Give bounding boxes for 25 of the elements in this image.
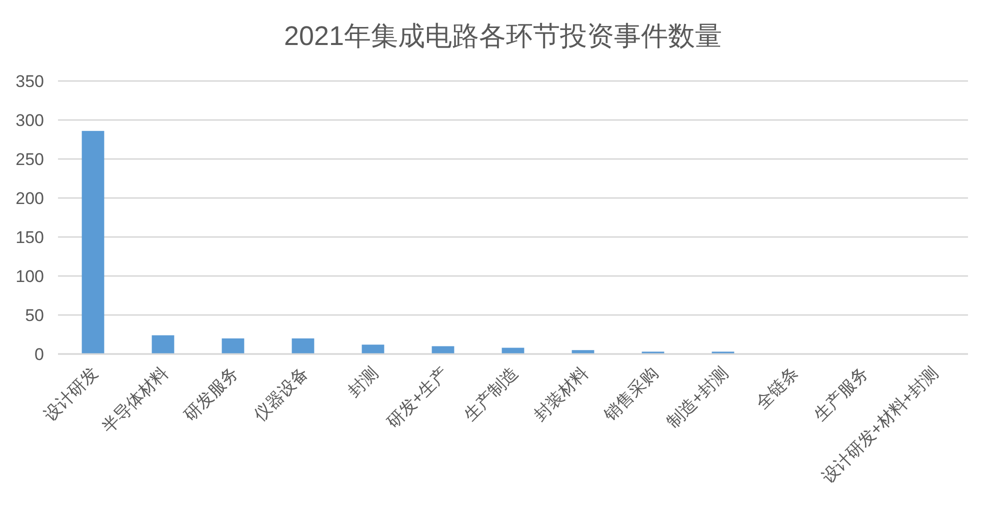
bar xyxy=(292,338,314,354)
bar xyxy=(362,344,384,354)
x-tick-label: 生产制造 xyxy=(460,363,522,425)
bar xyxy=(432,346,454,354)
bar xyxy=(152,335,174,354)
x-tick-label: 研发服务 xyxy=(180,363,242,425)
x-tick-label: 制造+封测 xyxy=(663,363,732,432)
bar xyxy=(82,130,104,354)
y-tick-label: 100 xyxy=(16,267,44,286)
x-tick-label: 研发+生产 xyxy=(383,363,452,432)
chart-title: 2021年集成电路各环节投资事件数量 xyxy=(284,21,722,51)
x-tick-label: 封装材料 xyxy=(530,363,592,425)
x-tick-label: 生产服务 xyxy=(810,363,872,425)
y-tick-label: 350 xyxy=(16,72,44,91)
bar xyxy=(222,338,244,354)
x-tick-label: 封测 xyxy=(344,363,382,401)
x-tick-label: 仪器设备 xyxy=(250,363,312,425)
y-tick-label: 300 xyxy=(16,111,44,130)
y-tick-label: 150 xyxy=(16,228,44,247)
y-tick-label: 250 xyxy=(16,150,44,169)
y-tick-label: 0 xyxy=(34,345,44,364)
x-tick-label: 销售采购 xyxy=(600,363,662,426)
y-tick-label: 200 xyxy=(16,189,44,208)
y-tick-label: 50 xyxy=(25,306,44,325)
x-tick-label: 全链条 xyxy=(752,363,802,413)
